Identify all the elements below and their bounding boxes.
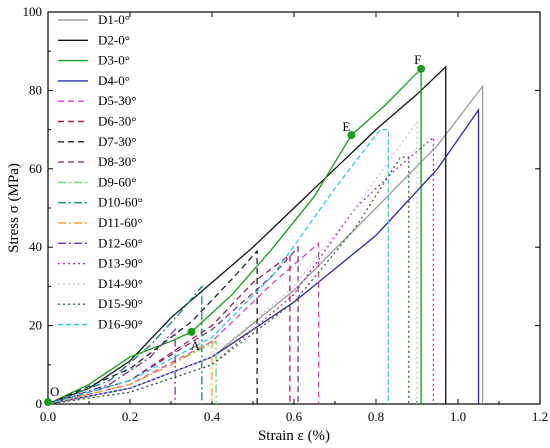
- point-marker-A: [187, 327, 196, 336]
- legend-label: D11-60°: [98, 215, 142, 230]
- x-axis-title: Strain ε (%): [258, 428, 330, 444]
- legend-label: D6-30°: [98, 114, 136, 129]
- legend-label: D12-60°: [98, 235, 143, 250]
- y-tick-label: 100: [23, 4, 43, 19]
- series-line-D3-0°: [47, 67, 422, 405]
- y-tick-label: 0: [36, 396, 43, 411]
- legend-label: D3-0°: [98, 53, 130, 68]
- x-tick-label: 0.2: [122, 409, 138, 424]
- point-label-E: E: [342, 119, 350, 134]
- x-tick-label: 0.0: [40, 409, 56, 424]
- legend-label: D4-0°: [98, 73, 130, 88]
- legend: D1-0° D2-0° D3-0° D4-0° D5-30° D6-30° D7-30° D8…: [58, 12, 143, 332]
- x-tick-label: 0.6: [286, 409, 303, 424]
- y-tick-label: 60: [29, 161, 42, 176]
- x-tick-label: 1.2: [532, 409, 548, 424]
- legend-label: D14-90°: [98, 276, 143, 291]
- legend-label: D5-30°: [98, 93, 136, 108]
- series-layer: [47, 65, 484, 405]
- x-tick-label: 0.4: [204, 409, 221, 424]
- series-line-D14-90°: [47, 119, 418, 405]
- series-line-D15-90°: [47, 156, 410, 405]
- point-marker-O: [44, 398, 52, 407]
- series-line-D8-30°: [47, 245, 299, 405]
- series-line-D2-0°: [47, 65, 447, 405]
- y-tick-label: 20: [29, 318, 42, 333]
- annotation-layer: O A E F: [44, 52, 426, 407]
- y-tick-label: 40: [29, 239, 42, 254]
- legend-label: D13-90°: [98, 256, 143, 271]
- axis-ticks: 0.0 0.2 0.4 0.6 0.8 1.0 1.2 0 20 40 60 80 100: [23, 4, 549, 424]
- x-tick-label: 0.8: [368, 409, 384, 424]
- series-line-D4-0°: [47, 107, 480, 405]
- series-line-D12-60°: [47, 327, 176, 405]
- x-tick-label: 1.0: [450, 409, 466, 424]
- series-line-D10-60°: [47, 284, 203, 405]
- y-axis-title: Stress σ (MPa): [6, 163, 22, 253]
- series-line-D13-90°: [47, 135, 435, 405]
- point-label-F: F: [414, 52, 421, 67]
- series-line-D11-60°: [47, 340, 213, 405]
- point-label-O: O: [50, 384, 59, 399]
- legend-label: D8-30°: [98, 154, 136, 169]
- legend-label: D1-0°: [98, 12, 130, 27]
- point-marker-F: [417, 64, 426, 73]
- legend-label: D9-60°: [98, 174, 136, 189]
- point-label-A: A: [191, 338, 201, 353]
- series-line-D16-90°: [47, 128, 389, 405]
- y-tick-label: 80: [29, 82, 42, 97]
- legend-label: D15-90°: [98, 296, 143, 311]
- legend-label: D7-30°: [98, 134, 136, 149]
- point-marker-E: [347, 131, 356, 140]
- legend-label: D16-90°: [98, 317, 143, 332]
- legend-label: D2-0°: [98, 32, 130, 47]
- series-line-D7-30°: [47, 249, 258, 405]
- legend-label: D10-60°: [98, 195, 143, 210]
